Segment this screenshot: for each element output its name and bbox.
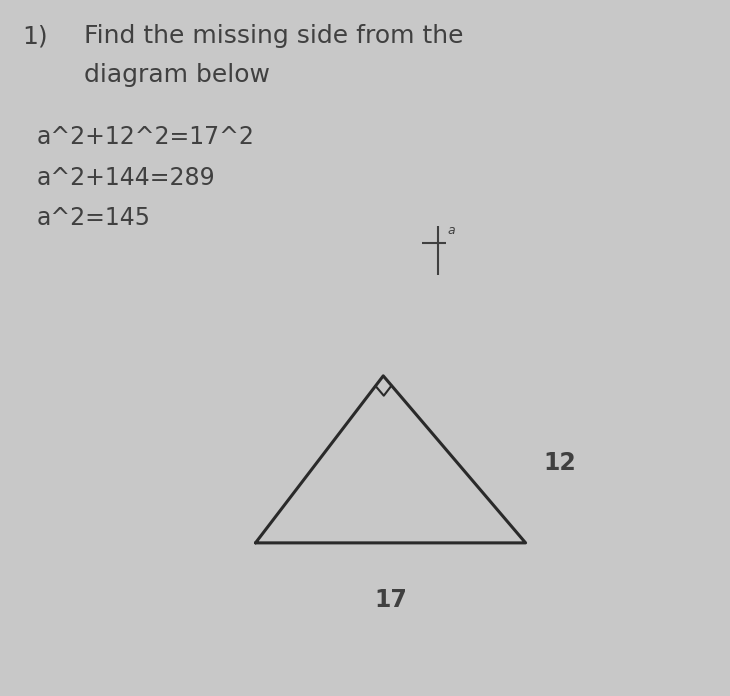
Text: diagram below: diagram below xyxy=(84,63,270,86)
Text: a^2+144=289: a^2+144=289 xyxy=(36,166,215,189)
Text: Find the missing side from the: Find the missing side from the xyxy=(84,24,464,48)
Text: a^2=145: a^2=145 xyxy=(36,206,150,230)
Text: 12: 12 xyxy=(544,451,577,475)
Text: a: a xyxy=(447,224,456,237)
Text: a^2+12^2=17^2: a^2+12^2=17^2 xyxy=(36,125,254,149)
Text: 17: 17 xyxy=(374,588,407,612)
Text: 1): 1) xyxy=(22,24,47,48)
